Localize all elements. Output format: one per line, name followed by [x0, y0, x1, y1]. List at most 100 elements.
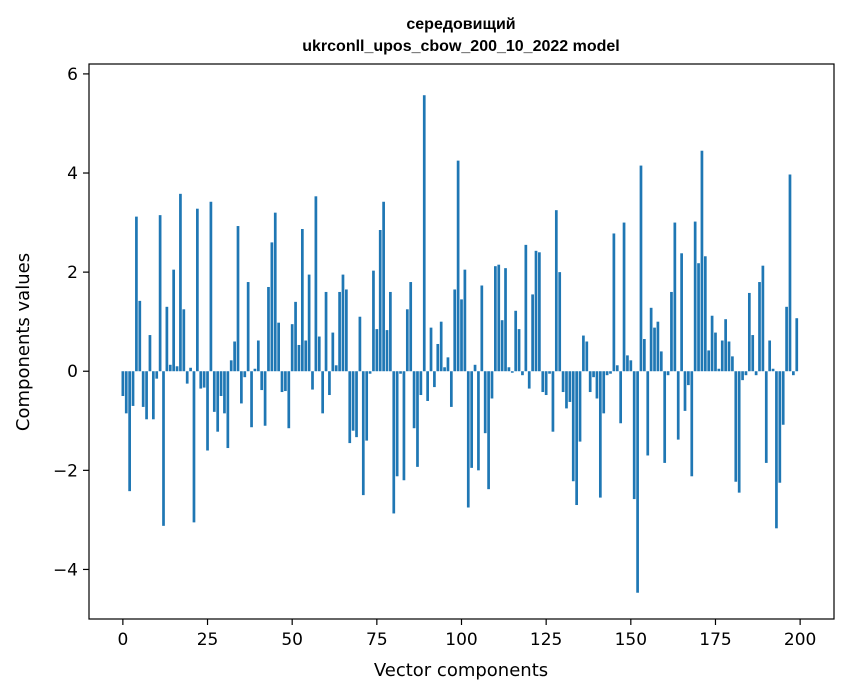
bar-179 — [727, 341, 731, 372]
bar-137 — [585, 341, 589, 372]
bar-197 — [788, 174, 792, 372]
bar-160 — [663, 371, 667, 463]
bar-46 — [277, 322, 280, 372]
bar-177 — [720, 340, 724, 372]
bar-47 — [280, 371, 284, 393]
bar-94 — [439, 321, 443, 372]
bar-120 — [527, 371, 531, 389]
bar-17 — [179, 193, 182, 372]
bar-103 — [470, 371, 474, 468]
bar-45 — [273, 212, 277, 372]
bar-18 — [182, 309, 186, 372]
bar-139 — [592, 371, 595, 378]
bar-11 — [158, 215, 162, 372]
bar-122 — [534, 250, 538, 372]
bar-146 — [615, 365, 619, 372]
bar-102 — [466, 371, 470, 508]
bar-91 — [429, 327, 433, 372]
chart-subtitle: ukrconll_upos_cbow_200_10_2022 model — [302, 38, 619, 55]
bar-136 — [582, 335, 585, 372]
bar-186 — [751, 335, 755, 372]
bar-152 — [636, 371, 639, 593]
bar-88 — [419, 371, 423, 396]
bar-145 — [612, 233, 616, 372]
bar-63 — [334, 365, 338, 372]
x-tick-label: 150 — [615, 630, 647, 650]
bar-71 — [361, 371, 365, 496]
chart-title: середовищий — [406, 16, 515, 33]
bar-123 — [538, 252, 541, 372]
bar-58 — [317, 336, 321, 372]
bar-130 — [561, 371, 565, 393]
bar-119 — [524, 244, 528, 372]
bar-147 — [619, 371, 623, 424]
bar-0 — [121, 371, 125, 397]
bar-132 — [568, 371, 572, 402]
x-tick-label: 100 — [445, 630, 477, 650]
bar-82 — [399, 371, 402, 374]
bar-89 — [422, 95, 426, 372]
bar-79 — [389, 291, 392, 372]
bar-1 — [124, 371, 128, 414]
x-axis-label: Vector components — [374, 660, 548, 681]
bar-121 — [531, 294, 534, 372]
bar-138 — [588, 371, 592, 393]
bar-180 — [731, 356, 734, 372]
bar-95 — [443, 367, 446, 372]
bar-150 — [629, 360, 633, 372]
bar-56 — [311, 371, 314, 390]
y-tick-label: −4 — [53, 560, 78, 580]
bar-158 — [656, 321, 660, 372]
bar-142 — [602, 371, 606, 414]
x-tick-label: 200 — [784, 630, 816, 650]
bar-129 — [558, 272, 562, 372]
bar-39 — [253, 368, 257, 372]
bar-80 — [392, 371, 396, 514]
bar-173 — [707, 350, 711, 372]
bar-199 — [795, 318, 799, 372]
bar-156 — [649, 307, 653, 372]
bar-172 — [703, 256, 707, 372]
bar-74 — [372, 270, 375, 372]
bar-178 — [724, 319, 727, 372]
bar-70 — [358, 316, 362, 372]
bar-114 — [507, 367, 511, 372]
bar-151 — [632, 371, 636, 500]
bar-76 — [378, 230, 382, 372]
bar-97 — [449, 371, 453, 407]
bar-165 — [680, 253, 683, 372]
y-tick-label: 4 — [67, 164, 78, 184]
bar-22 — [196, 208, 199, 372]
bar-104 — [473, 364, 477, 372]
bar-15 — [172, 269, 176, 372]
bar-60 — [324, 291, 328, 372]
bar-43 — [267, 286, 270, 372]
bar-193 — [775, 371, 778, 529]
bar-68 — [351, 371, 355, 431]
bar-66 — [345, 289, 348, 372]
bar-133 — [571, 371, 575, 482]
bar-33 — [233, 341, 236, 372]
bar-69 — [355, 371, 358, 438]
bar-49 — [287, 371, 291, 429]
bar-187 — [754, 371, 758, 376]
bar-29 — [219, 371, 223, 397]
bar-185 — [747, 292, 751, 372]
bar-163 — [673, 222, 677, 372]
bar-92 — [433, 371, 436, 388]
bar-90 — [426, 371, 429, 401]
bar-153 — [639, 165, 643, 372]
bar-144 — [609, 371, 612, 374]
bar-184 — [744, 371, 748, 376]
bar-174 — [710, 315, 714, 372]
bar-26 — [209, 201, 213, 372]
bar-128 — [554, 210, 558, 372]
bar-168 — [690, 371, 694, 477]
bar-108 — [487, 371, 490, 490]
y-tick-label: 6 — [67, 65, 78, 85]
bar-148 — [622, 222, 626, 372]
bar-118 — [521, 371, 524, 376]
y-tick-label: 0 — [67, 362, 78, 382]
bar-183 — [741, 371, 744, 381]
bar-116 — [514, 310, 518, 372]
